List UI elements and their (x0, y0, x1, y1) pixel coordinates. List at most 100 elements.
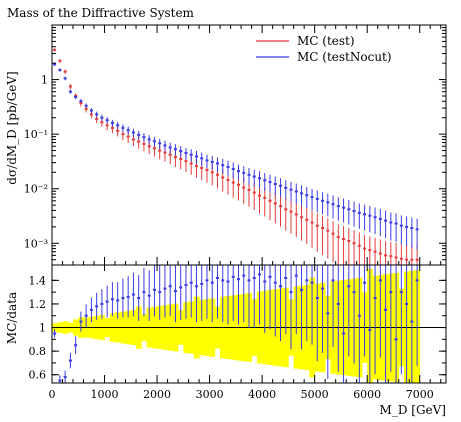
data-point (95, 117, 99, 120)
ratio-point (147, 294, 151, 297)
data-point (205, 169, 209, 172)
ratio-point (415, 279, 419, 282)
upper-y-ticks: 1 10⁻¹ 10⁻² 10⁻³ (24, 26, 446, 266)
ratio-point (336, 302, 340, 305)
ratio-point (242, 274, 246, 277)
data-point (363, 247, 367, 250)
ratio-y-tick-label: 1.4 (29, 274, 47, 287)
ratio-y-tick-label: 0.6 (29, 369, 47, 382)
data-point (236, 183, 240, 186)
data-point (121, 133, 125, 136)
ratio-point (357, 314, 361, 317)
ratio-point (110, 298, 114, 301)
data-point (110, 122, 114, 125)
ratio-point (137, 297, 141, 300)
data-point (368, 249, 372, 252)
data-point (215, 162, 219, 165)
data-point (184, 152, 188, 155)
x-tick-label: 3000 (196, 388, 224, 401)
data-point (389, 221, 393, 224)
ratio-point (131, 293, 135, 296)
data-point (315, 197, 319, 200)
data-point (53, 63, 57, 66)
data-point (200, 157, 204, 160)
ratio-point (221, 279, 225, 282)
data-point (247, 188, 251, 191)
data-point (89, 113, 93, 116)
ratio-point (79, 320, 83, 323)
data-point (273, 202, 277, 205)
ratio-point (158, 291, 162, 294)
x-tick-label: 4000 (248, 388, 276, 401)
data-point (352, 242, 356, 245)
data-point (247, 173, 251, 176)
ratio-point (105, 300, 109, 303)
x-tick-label: 5000 (301, 388, 329, 401)
ratio-point (126, 295, 130, 298)
data-point (326, 201, 330, 204)
ratio-point (294, 274, 298, 277)
data-point (273, 183, 277, 186)
data-point (378, 252, 382, 255)
data-point (258, 194, 262, 197)
ratio-point (194, 285, 198, 288)
data-point (347, 240, 351, 243)
ratio-point (384, 308, 388, 311)
ratio-point (84, 314, 88, 317)
data-point (58, 68, 62, 71)
data-point (252, 191, 256, 194)
data-point (116, 129, 120, 132)
data-point (347, 208, 351, 211)
ratio-point (168, 285, 172, 288)
ratio-point (331, 279, 335, 282)
data-point (268, 181, 272, 184)
data-point (173, 148, 177, 151)
ratio-y-tick-label: 0.8 (29, 345, 47, 358)
data-point (336, 205, 340, 208)
data-point (194, 165, 198, 168)
data-point (399, 224, 403, 227)
ratio-point (342, 332, 346, 335)
data-point (294, 213, 298, 216)
data-point (68, 90, 72, 93)
data-point (378, 217, 382, 220)
data-point (384, 219, 388, 222)
ratio-point (68, 359, 72, 362)
ratio-point (410, 320, 414, 323)
data-point (331, 232, 335, 235)
data-point (373, 250, 377, 253)
legend-label: MC (testNocut) (297, 50, 392, 64)
data-point (373, 216, 377, 219)
data-point (79, 102, 83, 105)
data-point (110, 126, 114, 129)
main-title: Mass of the Diffractive System (7, 6, 195, 20)
data-point (394, 256, 398, 259)
data-point (152, 140, 156, 143)
data-point (173, 156, 177, 159)
ratio-point (58, 379, 62, 382)
upper-y-axis-label: dσ/dM_D [pb/GeV] (5, 71, 19, 184)
data-point (357, 244, 361, 247)
data-point (394, 222, 398, 225)
ratio-point (268, 275, 272, 278)
ratio-point (205, 279, 209, 282)
ratio-point (247, 279, 251, 282)
data-point (305, 218, 309, 221)
upper-panel: 1 10⁻¹ 10⁻² 10⁻³ MC (test) MC (testNocut) dσ… (5, 24, 447, 266)
data-point (331, 203, 335, 206)
ratio-point (210, 281, 214, 284)
legend: MC (test) MC (testNocut) (256, 34, 392, 64)
data-point (200, 166, 204, 169)
data-point (279, 184, 283, 187)
data-point (310, 196, 314, 199)
ratio-point (394, 338, 398, 341)
data-point (131, 131, 135, 134)
data-point (179, 158, 183, 161)
ratio-point (236, 278, 240, 281)
data-point (142, 136, 146, 139)
data-point (68, 85, 72, 88)
ratio-point (378, 279, 382, 282)
data-point (95, 113, 99, 116)
data-point (252, 175, 256, 178)
